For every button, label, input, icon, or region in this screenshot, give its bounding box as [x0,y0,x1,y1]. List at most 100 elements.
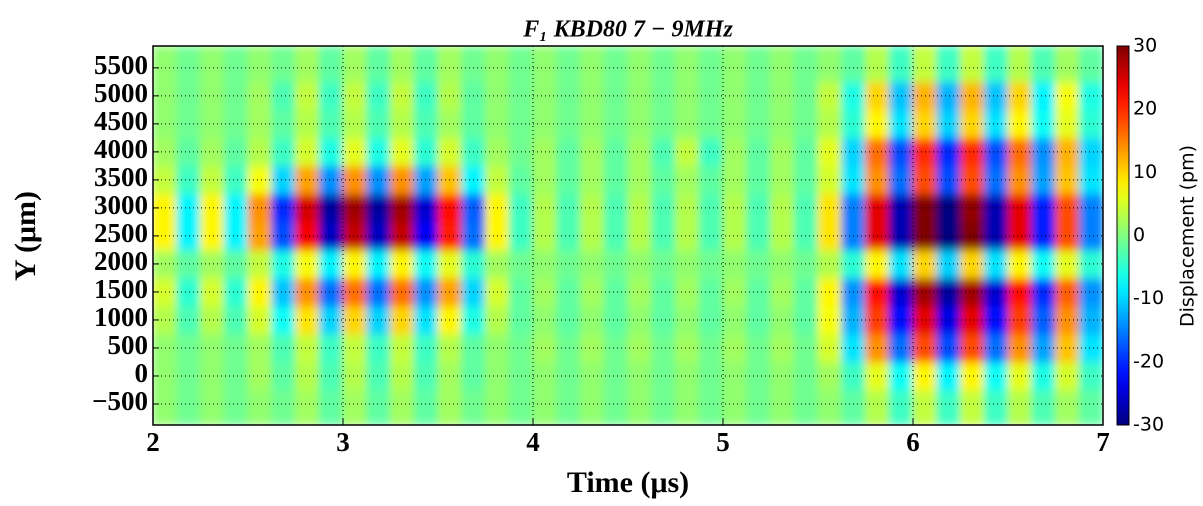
heatmap-cell [1055,389,1080,425]
x-tick-label: 4 [526,427,540,457]
heatmap-cell [295,305,320,335]
heatmap-cell [722,333,748,363]
heatmap-cell [271,389,296,425]
heatmap-cell [651,277,676,307]
heatmap-cell [1078,277,1103,307]
heatmap-cell [770,389,795,425]
heatmap-cell [271,277,296,307]
y-tick-label: 5000 [94,78,148,108]
heatmap-cell [603,249,629,279]
heatmap-cell [722,193,748,223]
heatmap-cell [223,221,249,251]
heatmap-cell [936,277,961,307]
heatmap-cell [960,137,985,167]
heatmap-cell [176,221,201,251]
heatmap-cell [1031,109,1056,139]
heatmap-cell [271,81,296,111]
heatmap-cell [983,46,1009,83]
x-axis-label: Time (μs) [567,466,689,499]
y-axis-label: Y (μm) [9,191,42,281]
heatmap-cell [960,333,985,363]
heatmap-cell [318,46,344,83]
heatmap-cell [936,137,961,167]
heatmap-cell [366,333,391,363]
colorbar-tick-label: -30 [1133,414,1164,436]
heatmap-cell [960,109,985,139]
heatmap-cell [342,81,368,111]
y-tick-label: 1000 [94,302,148,332]
heatmap-cell [223,81,249,111]
heatmap-cell [1031,361,1056,391]
heatmap-cell [580,389,605,425]
heatmap-cell [318,193,344,223]
heatmap-cell [627,389,653,425]
x-tick-label: 2 [146,427,160,457]
heatmap-cell [983,165,1009,195]
heatmap-cell [722,137,748,167]
y-tick-label: −500 [92,386,148,416]
heatmap-cell [1031,305,1056,335]
heatmap-cell [390,221,415,251]
heatmap-cell [936,165,961,195]
heatmap-cell [1031,389,1056,425]
heatmap-cell [153,46,178,83]
heatmap-cell [746,46,771,83]
heatmap-cell [580,221,605,251]
heatmap-cell [817,389,843,425]
heatmap-cell [770,109,795,139]
heatmap-cell [960,389,985,425]
heatmap-cell [983,249,1009,279]
heatmap-cell [390,137,415,167]
heatmap-cell [1007,277,1033,307]
heatmap-cell [936,193,961,223]
heatmap-cell [390,333,415,363]
heatmap-cell [556,46,581,83]
heatmap-cell [271,361,296,391]
heatmap-cell [200,137,225,167]
heatmap-cell [318,305,344,335]
colorbar-tick-label: 10 [1133,161,1157,183]
heatmap-cell [1055,137,1080,167]
heatmap-cell [390,249,415,279]
heatmap-cell [698,249,724,279]
colorbar-tick-label: -10 [1133,287,1164,309]
heatmap-cell [200,46,225,83]
heatmap-cell [247,193,273,223]
heatmap-cell [1007,193,1033,223]
heatmap-cell [698,193,724,223]
heatmap-cell [960,361,985,391]
heatmap-cell [366,193,391,223]
heatmap-cell [271,221,296,251]
heatmap-cell [627,46,653,83]
heatmap-cell [1031,137,1056,167]
heatmap-cell [1078,221,1103,251]
heatmap-cell [722,389,748,425]
heatmap-cell [318,109,344,139]
heatmap-cell [580,193,605,223]
heatmap-cell [888,46,914,83]
heatmap-cell [295,249,320,279]
heatmap-cell [1055,305,1080,335]
heatmap-cell [698,389,724,425]
heatmap-cell [390,165,415,195]
heatmap-cell [1007,165,1033,195]
heatmap-cell [983,333,1009,363]
heatmap-cell [247,305,273,335]
heatmap-cell [746,277,771,307]
heatmap-cell [200,361,225,391]
heatmap-cell [580,333,605,363]
heatmap-cell [366,305,391,335]
heatmap-cell [603,193,629,223]
heatmap-cell [983,193,1009,223]
heatmap-cell [936,249,961,279]
heatmap-cell [603,277,629,307]
heatmap-cell [580,249,605,279]
heatmap-cell [936,109,961,139]
heatmap-cell [580,277,605,307]
heatmap-cell [271,165,296,195]
heatmap-cell [793,389,819,425]
colorbar-tick-label: 30 [1133,35,1157,57]
heatmap-cell [223,333,249,363]
y-tick-label: 2500 [94,218,148,248]
heatmap-cell [366,46,391,83]
